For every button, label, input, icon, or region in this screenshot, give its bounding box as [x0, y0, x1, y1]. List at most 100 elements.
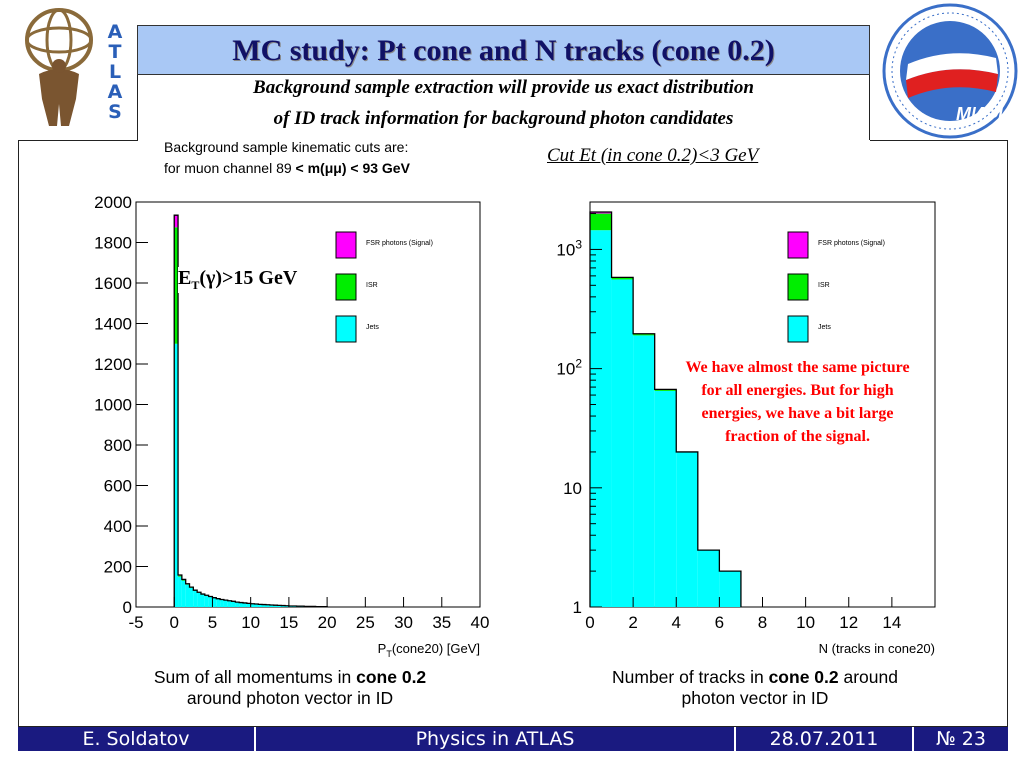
- histogram-outline: [589, 211, 742, 607]
- cuts-line-1: Background sample kinematic cuts are:: [164, 139, 409, 155]
- x-tick-label: 14: [882, 613, 901, 632]
- frame-line: [870, 140, 1008, 141]
- y-tick-label: 800: [104, 436, 132, 455]
- y-tick-label: 1000: [94, 396, 132, 415]
- x-tick-label: 35: [432, 613, 451, 632]
- legend-swatch: [335, 231, 357, 259]
- histogram-bar: [590, 230, 612, 607]
- histogram-bar: [590, 213, 612, 231]
- mephi-seal-icon: МИФИ: [882, 3, 1018, 139]
- y-tick-label: 600: [104, 477, 132, 496]
- svg-text:МИФИ: МИФИ: [956, 104, 1012, 124]
- y-tick-label: 2000: [94, 193, 132, 212]
- caption-left-post: around photon vector in ID: [186, 688, 394, 708]
- x-tick-label: 10: [796, 613, 815, 632]
- x-axis-label: N (tracks in cone20): [819, 641, 935, 656]
- histogram-bar: [281, 605, 286, 607]
- histogram-bar: [254, 603, 259, 607]
- histogram-bar: [269, 604, 274, 607]
- footer-divider: [912, 727, 914, 751]
- y-tick-label: 103: [556, 237, 582, 259]
- x-tick-label: 25: [356, 613, 375, 632]
- footer-bar: E. Soldatov Physics in ATLAS 28.07.2011 …: [18, 727, 1008, 751]
- footer-page: № 23: [936, 728, 986, 750]
- footer-talk: Physics in ATLAS: [415, 728, 575, 750]
- x-tick-label: 20: [318, 613, 337, 632]
- frame-line: [137, 75, 138, 140]
- histogram-bar: [189, 587, 194, 607]
- caption-left-bold: cone 0.2: [356, 667, 427, 687]
- et-cut-label: ET(γ)>15 GeV: [178, 267, 298, 293]
- histogram-bar: [174, 215, 179, 228]
- y-tick-label: 102: [556, 357, 582, 379]
- histogram-bar: [178, 576, 182, 607]
- histogram-bar: [185, 584, 190, 607]
- cuts-line-2: for muon channel 89 < m(μμ) < 93 GeV: [164, 160, 410, 176]
- logo-letter: A: [107, 21, 123, 43]
- x-tick-label: 0: [169, 613, 178, 632]
- x-tick-label: 12: [839, 613, 858, 632]
- histogram-bar: [227, 600, 232, 607]
- subtitle-line-1: Background sample extraction will provid…: [253, 77, 754, 98]
- histogram-bar: [197, 592, 201, 607]
- histogram-bar: [611, 279, 634, 607]
- caption-right: Number of tracks in cone 0.2 around phot…: [555, 667, 955, 709]
- x-tick-label: 0: [585, 613, 594, 632]
- cuts-mass-window: < m(μμ) < 93 GeV: [295, 160, 410, 176]
- x-tick-label: 2: [628, 613, 637, 632]
- histogram-bar: [181, 580, 186, 607]
- y-tick-label: 1200: [94, 355, 132, 374]
- mephi-logo: МИФИ: [878, 2, 1022, 140]
- histogram-bar: [235, 602, 240, 607]
- histogram-bar: [590, 212, 612, 214]
- subtitle-line-2: of ID track information for background p…: [273, 108, 734, 129]
- x-tick-label: 15: [279, 613, 298, 632]
- y-tick-label: 10: [563, 479, 582, 498]
- histogram-bar: [611, 277, 634, 280]
- y-tick-label: 1400: [94, 315, 132, 334]
- histogram-bar: [185, 584, 190, 585]
- cuts-prefix: for muon channel 89: [164, 160, 296, 176]
- histogram-bar: [231, 601, 236, 607]
- x-tick-label: 30: [394, 613, 413, 632]
- y-tick-label: 400: [104, 517, 132, 536]
- logo-letter: S: [108, 101, 122, 123]
- logo-letter: T: [108, 41, 122, 63]
- legend-swatch: [335, 315, 357, 343]
- histogram-bar: [265, 604, 270, 607]
- x-tick-label: 5: [208, 613, 217, 632]
- histogram-bar: [181, 579, 186, 581]
- histogram-bar: [204, 595, 209, 607]
- y-tick-label: 0: [123, 598, 132, 617]
- histogram-bar: [633, 334, 655, 336]
- cut-et-label: Cut Et (in cone 0.2)<3 GeV: [547, 145, 759, 166]
- legend-label: ISR: [818, 282, 830, 289]
- histogram-bar: [697, 550, 720, 607]
- atlas-letters: A T L A S: [100, 22, 130, 122]
- legend-label: Jets: [818, 324, 831, 331]
- atlas-logo: [14, 4, 134, 130]
- histogram-bar: [633, 335, 655, 607]
- page-title: MC study: Pt cone and N tracks (cone 0.2…: [232, 34, 775, 67]
- footer-divider: [734, 727, 736, 751]
- x-tick-label: 4: [672, 613, 681, 632]
- legend-label: ISR: [366, 282, 378, 289]
- caption-right-pre: Number of tracks in: [612, 667, 769, 687]
- left-chart: -5 0 5 10 15 20 25 30 35 400200400600800100012001…: [94, 193, 489, 659]
- histogram-bar: [239, 602, 244, 607]
- right-chart: 0 2 4 6 8 10 12 14 1 10 102 103 N (tracks in cone20)…: [556, 201, 936, 656]
- histogram-bar: [654, 390, 677, 607]
- histogram-bar: [174, 227, 179, 344]
- histogram-bar: [208, 596, 213, 607]
- x-tick-label: -5: [128, 613, 143, 632]
- frame-line: [18, 140, 138, 141]
- histogram-bar: [250, 603, 255, 607]
- note-text: We have almost the same picture for all …: [685, 359, 910, 445]
- y-tick-label: 1600: [94, 274, 132, 293]
- histogram-bar: [178, 575, 182, 577]
- y-tick-label: 1800: [94, 234, 132, 253]
- caption-left: Sum of all momentums in cone 0.2 around …: [90, 667, 490, 709]
- histogram-bar: [223, 600, 228, 607]
- histogram-bar: [273, 605, 278, 607]
- histogram-bar: [243, 602, 247, 607]
